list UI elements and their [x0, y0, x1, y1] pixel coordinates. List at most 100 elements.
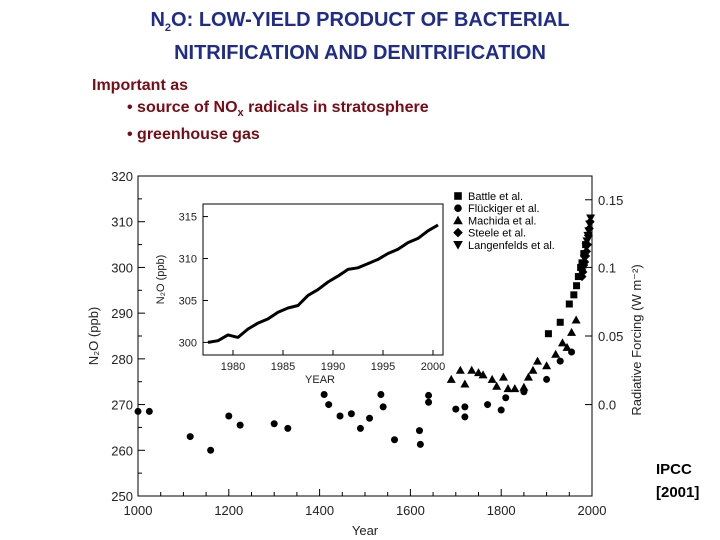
x-tick-label: 2000	[578, 503, 607, 518]
y-tick-label: 260	[111, 443, 133, 458]
inset-y-axis-label: N₂O (ppb)	[155, 255, 167, 305]
data-point-circle	[134, 407, 142, 415]
legend-label: Machida et al.	[468, 215, 536, 227]
inset-x-tick-label: 1980	[221, 361, 245, 373]
inset-y-tick-label: 310	[179, 254, 197, 266]
data-point-triangle-down	[586, 214, 596, 223]
title-line-2: NITRIFICATION AND DENITRIFICATION	[174, 42, 546, 64]
data-point-triangle	[492, 381, 502, 390]
data-point-circle	[325, 401, 333, 409]
legend-label: Flückiger et al.	[468, 203, 540, 215]
inset-plot-frame	[202, 203, 444, 356]
data-point-circle	[225, 412, 233, 420]
legend-marker-triangle	[453, 215, 463, 225]
data-point-circle	[461, 413, 469, 421]
x-axis-label: Year	[352, 523, 379, 538]
data-point-circle	[356, 424, 364, 432]
series-circle	[134, 348, 576, 454]
bullet-item-2: • greenhouse gas	[127, 126, 260, 144]
y-tick-label: 310	[111, 215, 133, 230]
data-point-square	[570, 291, 578, 299]
data-point-circle	[502, 394, 510, 402]
title-line-1: N2O: LOW-YIELD PRODUCT OF BACTERIAL	[150, 9, 570, 34]
bullet-item-1: • source of NOx radicals in stratosphere	[127, 99, 429, 120]
data-point-triangle	[503, 384, 513, 393]
inset-y-tick-label: 305	[179, 295, 197, 307]
data-point-square	[565, 300, 573, 308]
y2-tick-label: 0.0	[598, 398, 616, 413]
inset-x-tick-label: 1990	[321, 361, 345, 373]
x-tick-label: 1000	[124, 503, 153, 518]
data-point-triangle	[562, 342, 572, 351]
legend-marker-diamond	[453, 227, 463, 238]
legend-marker-triangle-down	[453, 241, 463, 250]
inset-x-axis-label: YEAR	[305, 374, 335, 386]
data-point-triangle-down	[584, 227, 594, 236]
data-point-triangle	[528, 365, 538, 374]
y-tick-label: 320	[111, 169, 133, 184]
data-point-triangle	[446, 374, 456, 383]
data-point-triangle	[571, 315, 581, 324]
data-point-circle	[270, 420, 278, 428]
inset-x-tick-label: 1985	[271, 361, 295, 373]
data-point-triangle-down	[582, 237, 592, 246]
legend-label: Steele et al.	[468, 228, 526, 240]
data-point-triangle	[567, 327, 577, 336]
data-point-triangle	[510, 384, 520, 393]
credit-line-2: [2001]	[656, 484, 700, 501]
credit-line-1: IPCC	[656, 461, 692, 478]
data-point-triangle	[467, 365, 477, 374]
data-point-circle	[556, 357, 564, 365]
bullet-list: • source of NOx radicals in stratosphere…	[127, 97, 429, 146]
x-tick-label: 1600	[396, 503, 425, 518]
x-tick-label: 1200	[214, 503, 243, 518]
data-point-square	[556, 318, 564, 326]
data-point-triangle	[478, 370, 488, 379]
data-point-circle	[452, 405, 460, 413]
data-point-circle	[145, 407, 153, 415]
data-point-circle	[284, 424, 292, 432]
data-point-circle	[236, 421, 244, 429]
data-point-triangle-down	[581, 243, 591, 252]
data-point-square	[544, 330, 552, 338]
data-point-circle	[347, 410, 355, 418]
data-point-triangle-down	[585, 220, 595, 229]
legend-label: Battle et al.	[468, 191, 523, 203]
slide-title: N2O: LOW-YIELD PRODUCT OF BACTERIAL NITR…	[0, 8, 720, 66]
data-point-triangle	[498, 372, 508, 381]
data-point-circle	[336, 412, 344, 420]
data-point-circle	[366, 414, 374, 422]
source-credit: IPCC [2001]	[656, 458, 699, 504]
data-point-circle	[377, 391, 385, 399]
data-point-circle	[425, 398, 433, 406]
data-point-circle	[320, 391, 328, 399]
data-point-circle	[207, 446, 215, 454]
y2-tick-label: 0.05	[598, 329, 623, 344]
data-point-triangle	[519, 382, 529, 391]
data-point-triangle	[551, 349, 561, 358]
x-tick-label: 1400	[305, 503, 334, 518]
y2-tick-label: 0.15	[598, 193, 623, 208]
legend-label: Langenfelds et al.	[468, 240, 555, 252]
inset-x-tick-label: 1995	[371, 361, 395, 373]
data-point-triangle-down	[583, 231, 593, 240]
data-point-triangle	[487, 374, 497, 383]
y-tick-label: 300	[111, 260, 133, 275]
data-point-square	[577, 263, 585, 271]
data-point-circle	[497, 406, 505, 414]
y2-axis-label: Radiative Forcing (W m⁻²)	[629, 264, 644, 415]
data-point-triangle	[474, 368, 483, 377]
x-tick-label: 1800	[487, 503, 516, 518]
series-triangle-down	[577, 214, 596, 277]
inset-series-line	[207, 223, 439, 344]
legend-marker-square	[454, 192, 462, 200]
data-point-triangle-down	[580, 250, 590, 259]
data-point-triangle	[557, 338, 567, 347]
data-point-circle	[391, 436, 399, 444]
data-point-square	[573, 282, 581, 290]
y2-tick-label: 0.1	[598, 260, 616, 275]
y-tick-label: 250	[111, 489, 133, 504]
data-point-triangle	[542, 361, 552, 370]
data-point-triangle-down	[577, 268, 587, 277]
